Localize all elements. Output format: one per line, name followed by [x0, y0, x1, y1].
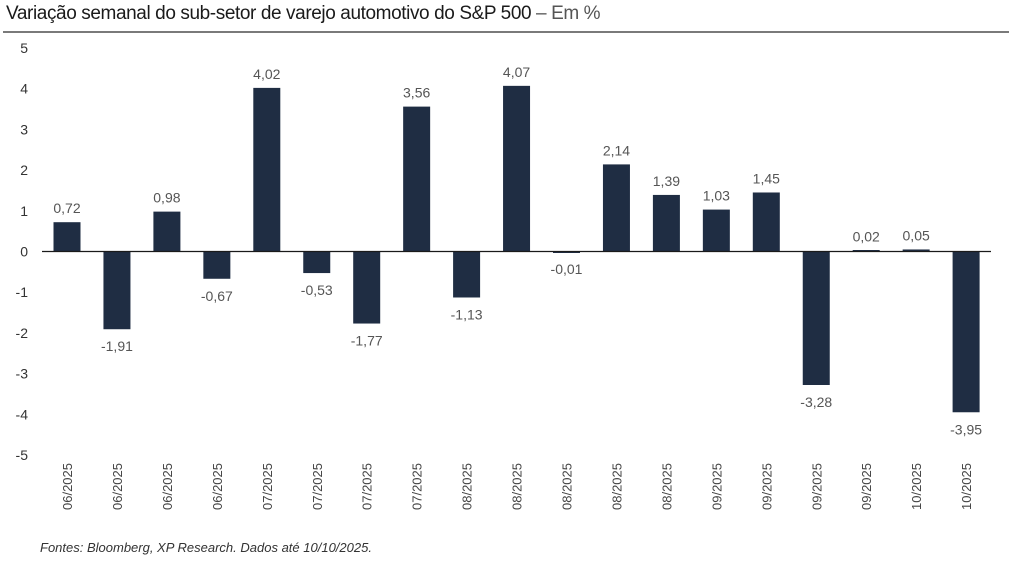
bar	[602, 164, 630, 252]
bar	[203, 251, 231, 279]
data-label: -0,53	[301, 282, 333, 298]
data-label: -3,28	[800, 394, 832, 410]
x-tick-label: 08/2025	[609, 463, 624, 510]
x-tick-label: 08/2025	[460, 463, 475, 510]
bar	[253, 87, 281, 252]
data-label: -3,95	[950, 421, 982, 437]
x-tick-label: 10/2025	[909, 463, 924, 510]
data-label: 0,98	[153, 190, 180, 206]
bar	[453, 251, 481, 298]
data-label: -1,13	[451, 306, 483, 322]
bar	[303, 251, 331, 274]
data-label: -0,67	[201, 288, 233, 304]
bar	[353, 251, 381, 324]
bar	[153, 211, 181, 252]
y-tick-label: -4	[16, 406, 29, 422]
data-label: -1,91	[101, 338, 133, 354]
data-label: 4,02	[253, 66, 280, 82]
bars	[53, 85, 980, 413]
x-tick-label: 09/2025	[809, 463, 824, 510]
bar	[103, 251, 131, 330]
bar	[53, 222, 81, 252]
data-label: 1,03	[703, 188, 730, 204]
y-tick-label: -2	[16, 325, 29, 341]
bar	[802, 251, 830, 385]
data-labels: 0,72 -1,91 0,98 -0,67 4,02 -0,53 -1,77 3,56 -1,1…	[53, 64, 982, 437]
x-tick-label: 07/2025	[310, 463, 325, 510]
data-label: 3,56	[403, 85, 430, 101]
x-tick-label: 08/2025	[560, 463, 575, 510]
x-tick-label: 09/2025	[759, 463, 774, 510]
y-tick-label: -3	[16, 366, 29, 382]
source-note: Fontes: Bloomberg, XP Research. Dados at…	[40, 540, 372, 555]
chart-title-unit: – Em %	[531, 3, 601, 24]
data-label: 2,14	[603, 142, 630, 158]
bar	[652, 194, 680, 252]
bar	[752, 192, 780, 252]
y-tick-label: -5	[16, 447, 29, 463]
bar	[702, 209, 730, 252]
bar	[852, 250, 880, 252]
x-tick-label: 08/2025	[510, 463, 525, 510]
x-tick-label: 06/2025	[160, 463, 175, 510]
y-tick-label: 5	[20, 40, 28, 56]
x-tick-label: 07/2025	[260, 463, 275, 510]
y-tick-label: 0	[20, 244, 28, 260]
data-label: 0,72	[53, 200, 80, 216]
title-divider	[3, 31, 1009, 33]
data-label: 1,39	[653, 173, 680, 189]
data-label: 0,05	[903, 227, 930, 243]
y-tick-label: 1	[20, 203, 28, 219]
bar	[503, 85, 531, 252]
bar	[902, 249, 930, 252]
data-label: -1,77	[351, 333, 383, 349]
x-tick-label: 06/2025	[110, 463, 125, 510]
y-tick-label: -1	[16, 284, 29, 300]
x-tick-label: 07/2025	[410, 463, 425, 510]
y-tick-label: 4	[20, 81, 28, 97]
data-label: -0,01	[551, 261, 583, 277]
data-label: 0,02	[853, 229, 880, 245]
data-label: 4,07	[503, 64, 530, 80]
x-axis-ticks: 06/2025 06/2025 06/2025 06/2025 07/2025 07/20…	[60, 463, 974, 510]
x-tick-label: 08/2025	[659, 463, 674, 510]
bar	[952, 251, 980, 413]
y-tick-label: 2	[20, 162, 28, 178]
chart-title-main: Variação semanal do sub-setor de varejo …	[6, 3, 532, 24]
x-tick-label: 09/2025	[859, 463, 874, 510]
x-tick-label: 07/2025	[360, 463, 375, 510]
x-tick-label: 10/2025	[959, 463, 974, 510]
x-tick-label: 06/2025	[60, 463, 75, 510]
x-tick-label: 09/2025	[709, 463, 724, 510]
chart-title: Variação semanal do sub-setor de varejo …	[6, 3, 601, 25]
bar	[553, 251, 580, 253]
y-axis-ticks: 5 4 3 2 1 0 -1 -2 -3 -4 -5	[16, 40, 29, 463]
data-label: 1,45	[753, 170, 780, 186]
y-tick-label: 3	[20, 121, 28, 137]
bar	[403, 106, 431, 252]
x-tick-label: 06/2025	[210, 463, 225, 510]
